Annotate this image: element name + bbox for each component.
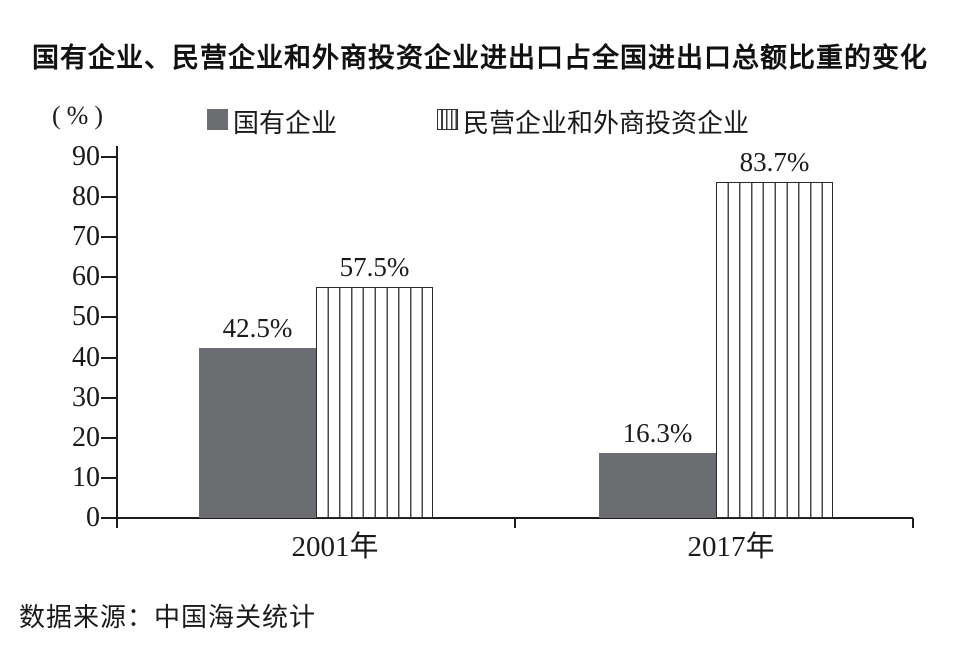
y-tick (101, 437, 116, 439)
y-tick (101, 517, 116, 519)
y-axis-unit-label: (%) (52, 101, 109, 130)
y-tick-label: 30 (72, 382, 100, 413)
bar-striped-2017年 (716, 182, 833, 518)
y-tick (101, 316, 116, 318)
bar-solid-2017年 (599, 453, 716, 518)
y-tick (101, 276, 116, 278)
y-tick (101, 357, 116, 359)
y-axis-line (116, 146, 118, 528)
y-tick-label: 40 (72, 342, 100, 373)
category-label: 2017年 (687, 531, 775, 563)
y-tick-label: 20 (72, 422, 100, 453)
y-tick (101, 477, 116, 479)
bar-value-label: 57.5% (339, 252, 410, 282)
y-tick-label: 60 (72, 261, 100, 292)
striped-swatch-icon (437, 109, 458, 130)
y-tick (101, 397, 116, 399)
y-tick-label: 80 (72, 181, 100, 212)
legend-label-private-foreign: 民营企业和外商投资企业 (463, 109, 750, 138)
y-tick-label: 0 (86, 502, 100, 533)
bar-value-label: 83.7% (739, 147, 810, 177)
x-tick (514, 518, 516, 528)
y-tick (101, 196, 116, 198)
y-tick (101, 156, 116, 158)
x-tick (912, 518, 914, 528)
bar-striped-2001年 (316, 287, 433, 518)
legend-label-soe: 国有企业 (233, 109, 338, 138)
category-label: 2001年 (291, 531, 379, 563)
y-tick-label: 50 (72, 301, 100, 332)
y-tick (101, 236, 116, 238)
y-tick-label: 70 (72, 221, 100, 252)
bar-value-label: 42.5% (222, 313, 293, 343)
chart-title: 国有企业、民营企业和外商投资企业进出口占全国进出口总额比重的变化 (32, 43, 928, 73)
y-tick-label: 10 (72, 462, 100, 493)
bar-value-label: 16.3% (622, 418, 693, 448)
y-tick-label: 90 (72, 141, 100, 172)
source-note: 数据来源：中国海关统计 (19, 603, 317, 632)
bar-solid-2001年 (199, 348, 316, 518)
solid-swatch-icon (207, 109, 228, 130)
